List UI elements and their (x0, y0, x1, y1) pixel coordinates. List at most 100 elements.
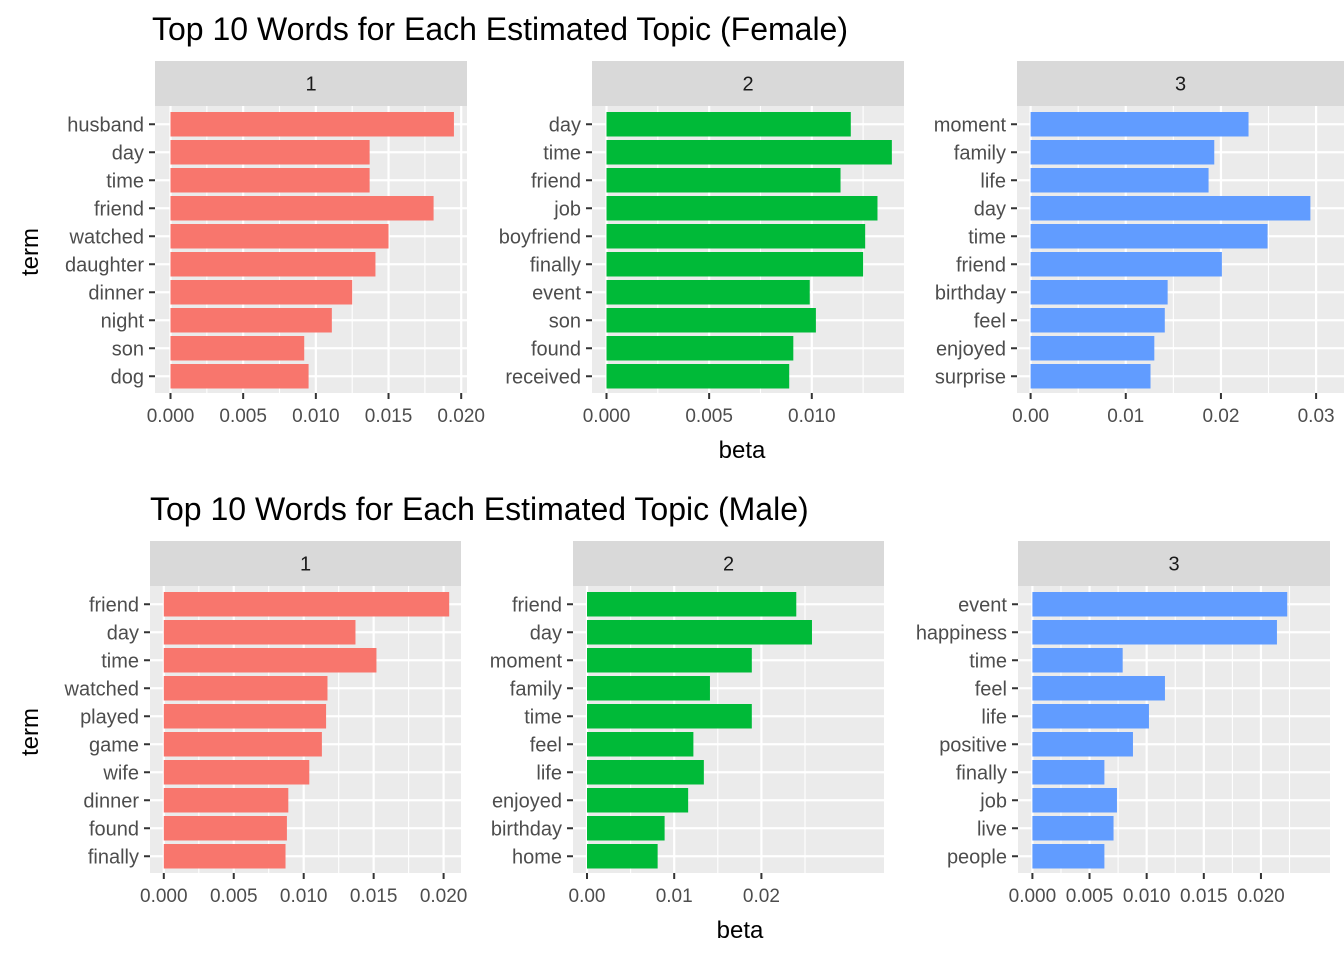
bar-people (1032, 844, 1105, 869)
term-label: watched (69, 226, 145, 248)
term-label: job (553, 198, 581, 220)
term-label: live (977, 818, 1007, 840)
y-axis-label: term (17, 708, 44, 756)
term-label: positive (939, 734, 1007, 756)
x-tick-label: 0.015 (350, 886, 398, 907)
facet-strip (592, 61, 904, 106)
chart-title: Top 10 Words for Each Estimated Topic (M… (150, 491, 809, 527)
bar-friend (1030, 252, 1222, 277)
facet-strip (155, 61, 467, 106)
bar-finally (606, 252, 864, 277)
bar-game (163, 732, 322, 757)
term-label: feel (974, 310, 1006, 332)
term-label: son (549, 310, 581, 332)
bar-day (587, 620, 812, 645)
x-tick-label: 0.005 (210, 886, 258, 907)
bar-life (587, 760, 704, 785)
term-label: day (530, 622, 562, 644)
x-tick-label: 0.00 (1012, 406, 1049, 427)
bar-day (163, 620, 356, 645)
term-label: son (112, 338, 144, 360)
term-label: time (543, 142, 581, 164)
bar-life (1032, 704, 1149, 729)
term-label: day (549, 114, 581, 136)
bar-family (1030, 140, 1215, 165)
term-label: surprise (935, 366, 1006, 388)
term-label: finally (530, 254, 581, 276)
x-tick-label: 0.02 (1202, 406, 1239, 427)
facet-panel-3: 3 0.00 0.01 0.02 0.03 moment family life day time… (934, 61, 1344, 427)
term-label: dog (111, 366, 144, 388)
term-label: dinner (88, 282, 144, 304)
term-label: friend (531, 170, 581, 192)
bar-son (606, 308, 816, 333)
term-label: birthday (935, 282, 1006, 304)
facet-strip (573, 541, 884, 586)
term-label: feel (975, 678, 1007, 700)
bar-received (606, 364, 790, 389)
term-label: game (89, 734, 139, 756)
bar-time (1032, 648, 1123, 673)
bar-day (606, 112, 851, 137)
bar-son (170, 336, 305, 361)
bar-live (1032, 816, 1114, 841)
term-label: life (981, 706, 1007, 728)
term-label: enjoyed (936, 338, 1006, 360)
bar-day (170, 140, 370, 165)
term-label: life (536, 762, 562, 784)
bar-enjoyed (1030, 336, 1155, 361)
bar-feel (587, 732, 694, 757)
x-tick-label: 0.020 (420, 886, 468, 907)
term-label: day (112, 142, 144, 164)
bar-time (1030, 224, 1268, 249)
bar-enjoyed (587, 788, 689, 813)
term-label: enjoyed (492, 790, 562, 812)
facet-strip-label: 2 (742, 74, 753, 96)
term-label: time (968, 226, 1006, 248)
bar-home (587, 844, 658, 869)
x-tick-label: 0.02 (743, 886, 780, 907)
bar-wife (163, 760, 310, 785)
x-tick-label: 0.01 (656, 886, 693, 907)
facet-strip-label: 2 (723, 554, 734, 576)
bar-feel (1030, 308, 1165, 333)
term-label: friend (956, 254, 1006, 276)
bar-watched (163, 676, 328, 701)
term-label: daughter (65, 254, 144, 276)
x-tick-label: 0.005 (685, 406, 733, 427)
bar-birthday (587, 816, 665, 841)
bar-finally (1032, 760, 1105, 785)
bar-found (163, 816, 287, 841)
x-tick-label: 0.005 (219, 406, 267, 427)
x-tick-label: 0.020 (437, 406, 485, 427)
bar-birthday (1030, 280, 1168, 305)
bar-friend (587, 592, 797, 617)
x-tick-label: 0.03 (1298, 406, 1335, 427)
term-label: job (979, 790, 1007, 812)
x-axis-label: beta (719, 437, 766, 464)
bar-friend (170, 196, 434, 221)
x-tick-label: 0.000 (1009, 886, 1057, 907)
term-label: watched (64, 678, 140, 700)
x-tick-label: 0.000 (147, 406, 195, 427)
facet-panel-1: 1 0.000 0.005 0.010 0.015 0.020 friend day time w… (64, 541, 468, 907)
term-label: time (524, 706, 562, 728)
bar-time (587, 704, 752, 729)
facet-panel-3: 3 0.000 0.005 0.010 0.015 0.020 event happiness… (916, 541, 1330, 907)
bar-finally (163, 844, 286, 869)
term-label: birthday (491, 818, 562, 840)
term-label: dinner (83, 790, 139, 812)
term-label: family (510, 678, 562, 700)
facet-strip-label: 3 (1168, 554, 1179, 576)
term-label: feel (530, 734, 562, 756)
term-label: day (974, 198, 1006, 220)
x-tick-label: 0.015 (365, 406, 413, 427)
x-tick-label: 0.000 (583, 406, 631, 427)
term-label: friend (89, 594, 139, 616)
bar-moment (1030, 112, 1249, 137)
chart-female: Top 10 Words for Each Estimated Topic (F… (17, 11, 1344, 464)
term-label: finally (88, 846, 139, 868)
x-tick-label: 0.010 (280, 886, 328, 907)
